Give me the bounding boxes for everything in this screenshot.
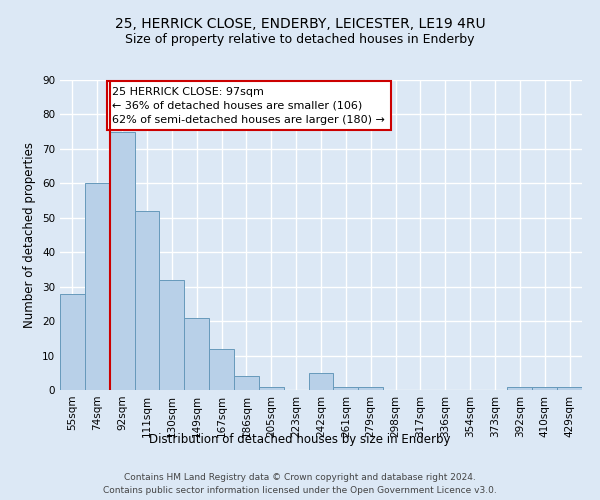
Y-axis label: Number of detached properties: Number of detached properties <box>23 142 37 328</box>
Bar <box>557 386 582 390</box>
Bar <box>184 318 209 390</box>
Bar <box>60 294 85 390</box>
Text: Size of property relative to detached houses in Enderby: Size of property relative to detached ho… <box>125 32 475 46</box>
Bar <box>334 386 358 390</box>
Bar <box>110 132 134 390</box>
Bar <box>160 280 184 390</box>
Text: 25 HERRICK CLOSE: 97sqm
← 36% of detached houses are smaller (106)
62% of semi-d: 25 HERRICK CLOSE: 97sqm ← 36% of detache… <box>112 87 385 125</box>
Bar <box>209 348 234 390</box>
Bar <box>134 211 160 390</box>
Bar <box>85 184 110 390</box>
Text: 25, HERRICK CLOSE, ENDERBY, LEICESTER, LE19 4RU: 25, HERRICK CLOSE, ENDERBY, LEICESTER, L… <box>115 18 485 32</box>
Bar <box>532 386 557 390</box>
Text: Contains HM Land Registry data © Crown copyright and database right 2024.: Contains HM Land Registry data © Crown c… <box>124 472 476 482</box>
Text: Distribution of detached houses by size in Enderby: Distribution of detached houses by size … <box>149 432 451 446</box>
Text: Contains public sector information licensed under the Open Government Licence v3: Contains public sector information licen… <box>103 486 497 495</box>
Bar <box>508 386 532 390</box>
Bar <box>259 386 284 390</box>
Bar <box>358 386 383 390</box>
Bar <box>308 373 334 390</box>
Bar <box>234 376 259 390</box>
